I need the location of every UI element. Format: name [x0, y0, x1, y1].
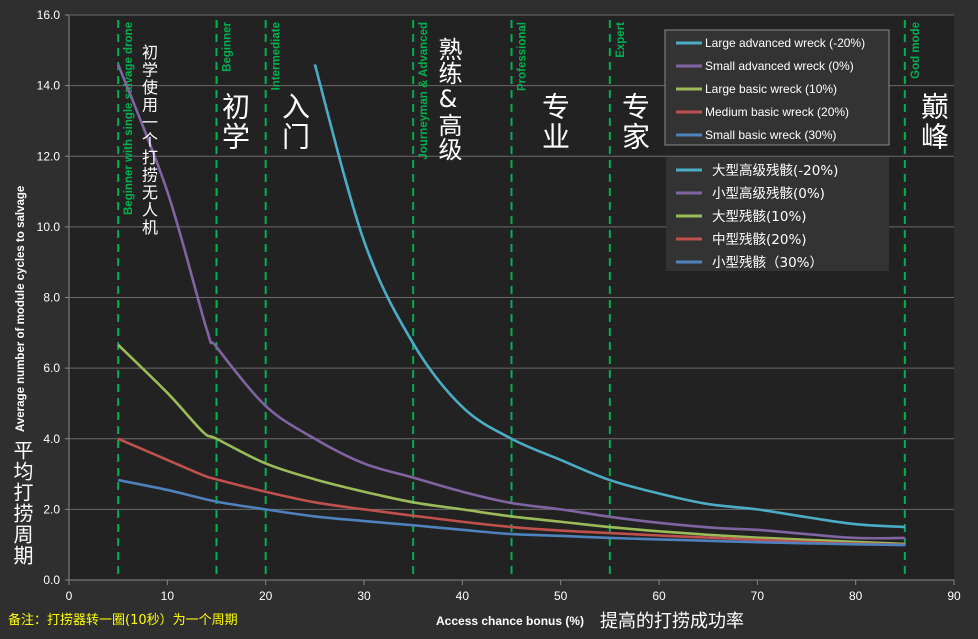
threshold-label: Professional [517, 22, 529, 91]
y-tick-label: 16.0 [37, 8, 61, 22]
legend-entry: Small advanced wreck (0%) [705, 59, 854, 73]
y-tick-label: 14.0 [37, 79, 61, 93]
x-tick-label: 50 [554, 589, 568, 603]
legend-entry: Large advanced wreck (-20%) [705, 36, 865, 50]
series-line [117, 343, 905, 546]
threshold-label: Expert [615, 22, 627, 58]
x-tick-label: 60 [652, 589, 666, 603]
threshold-label-cn-beginner: 初学 [218, 92, 251, 152]
threshold-label: Intermediate [271, 22, 283, 90]
threshold-label-cn-god-mode: 巅峰 [917, 92, 950, 152]
x-tick-label: 80 [849, 589, 863, 603]
y-tick-label: 8.0 [43, 291, 60, 305]
x-tick-label: 70 [751, 589, 765, 603]
chart-note: 备注：打捞器转一圈(10秒）为一个周期 [8, 612, 238, 628]
y-tick-label: 2.0 [43, 502, 60, 516]
legend-chinese [666, 157, 889, 271]
legend-entry-cn: 小型残骸（30%） [712, 255, 823, 271]
x-tick-label: 0 [66, 589, 73, 603]
threshold-label-cn-expert: 专家 [618, 92, 651, 152]
legend-entry-cn: 大型残骸(10%) [712, 209, 807, 225]
y-tick-label: 0.0 [43, 573, 60, 587]
threshold-label: God mode [910, 22, 922, 79]
series-line [117, 437, 905, 546]
y-tick-label: 10.0 [37, 220, 61, 234]
x-tick-label: 20 [259, 589, 273, 603]
x-tick-label: 90 [947, 589, 961, 603]
threshold-label: Beginner [222, 21, 234, 71]
legend-entry-cn: 大型高级残骸(-20%) [712, 162, 838, 179]
threshold-label-cn-professional: 专业 [538, 92, 571, 152]
series-line [116, 63, 905, 540]
x-axis-label: Access chance bonus (%) [436, 614, 584, 628]
legend-entry-cn: 小型高级残骸(0%) [712, 185, 825, 202]
threshold-label-cn-intermediate: 入门 [278, 92, 311, 152]
y-tick-label: 4.0 [43, 432, 60, 446]
legend-entry: Small basic wreck (30%) [705, 128, 836, 142]
series-line [313, 64, 905, 529]
y-axis-label: Average number of module cycles to salva… [15, 186, 27, 432]
x-tick-label: 40 [456, 589, 470, 603]
y-axis-label-cn: 平均打捞周期 [10, 440, 34, 566]
legend-entry: Medium basic wreck (20%) [705, 105, 849, 119]
legend-entry: Large basic wreck (10%) [705, 82, 837, 96]
threshold-label: Journeyman & Advanced [418, 22, 430, 160]
y-tick-label: 12.0 [37, 149, 61, 163]
x-axis-label-cn: 提高的打捞成功率 [600, 611, 744, 632]
threshold-label-cn-beginner-single-drone: 初学使用一个打捞无人机 [139, 44, 158, 237]
x-tick-label: 10 [161, 589, 175, 603]
threshold-label: Beginner with single salvage drone [123, 22, 135, 215]
threshold-label-cn-journeyman: 熟练&高级 [434, 37, 462, 161]
legend-english [664, 29, 890, 146]
y-tick-label: 6.0 [43, 361, 60, 375]
legend-entry-cn: 中型残骸(20%) [712, 232, 807, 248]
series-line [117, 478, 905, 547]
x-tick-label: 30 [357, 589, 371, 603]
